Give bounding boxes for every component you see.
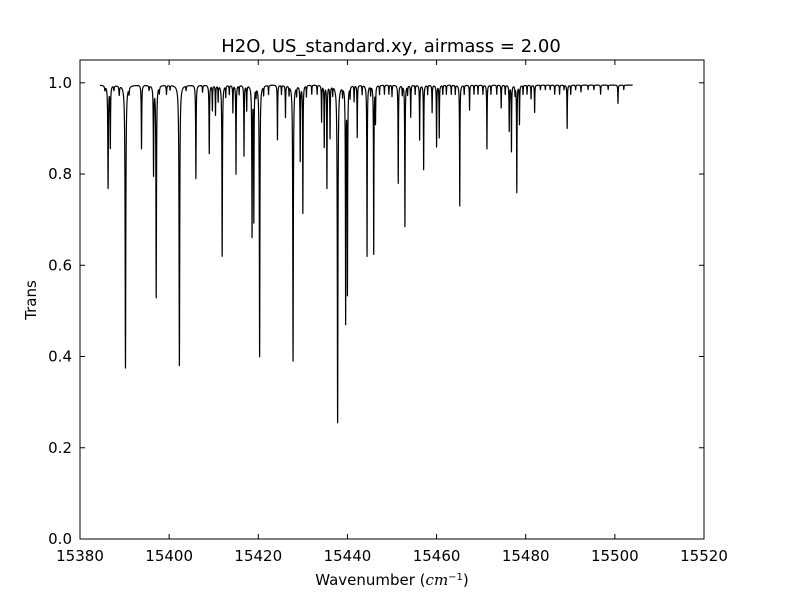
- y-tick-label: 1.0: [48, 74, 72, 92]
- x-tick-labels: 15380 15400 15420 15440 15460 15480 15500 15520: [56, 547, 728, 565]
- x-tick-label: 15380: [56, 547, 104, 565]
- x-axis-title-suffix: ): [463, 571, 469, 589]
- series-line-transmission: [99, 84, 634, 424]
- x-tick-label: 15400: [145, 547, 193, 565]
- x-axis-title: Wavenumber (cm−1): [315, 571, 469, 589]
- x-tick-label: 15420: [234, 547, 282, 565]
- plot-frame: [79, 59, 705, 540]
- x-tick-label: 15480: [502, 547, 550, 565]
- y-axis-title: Trans: [22, 280, 40, 321]
- y-tick-labels: 0.0 0.2 0.4 0.6 0.8 1.0: [48, 74, 72, 548]
- chart-title: H2O, US_standard.xy, airmass = 2.00: [221, 36, 561, 57]
- y-tick-label: 0.0: [48, 530, 72, 548]
- x-tick-label: 15520: [680, 547, 728, 565]
- x-tick-label: 15440: [324, 547, 372, 565]
- x-axis-title-exp: −1: [448, 572, 463, 583]
- x-tick-label: 15460: [413, 547, 461, 565]
- plot-area: [80, 60, 704, 539]
- y-tick-label: 0.4: [48, 348, 72, 366]
- y-tick-label: 0.6: [48, 256, 72, 274]
- y-tick-label: 0.8: [48, 165, 72, 183]
- y-tick-label: 0.2: [48, 439, 72, 457]
- x-axis-title-math: cm: [426, 571, 449, 589]
- x-tick-label: 15500: [591, 547, 639, 565]
- x-axis-title-prefix: Wavenumber (: [315, 571, 425, 589]
